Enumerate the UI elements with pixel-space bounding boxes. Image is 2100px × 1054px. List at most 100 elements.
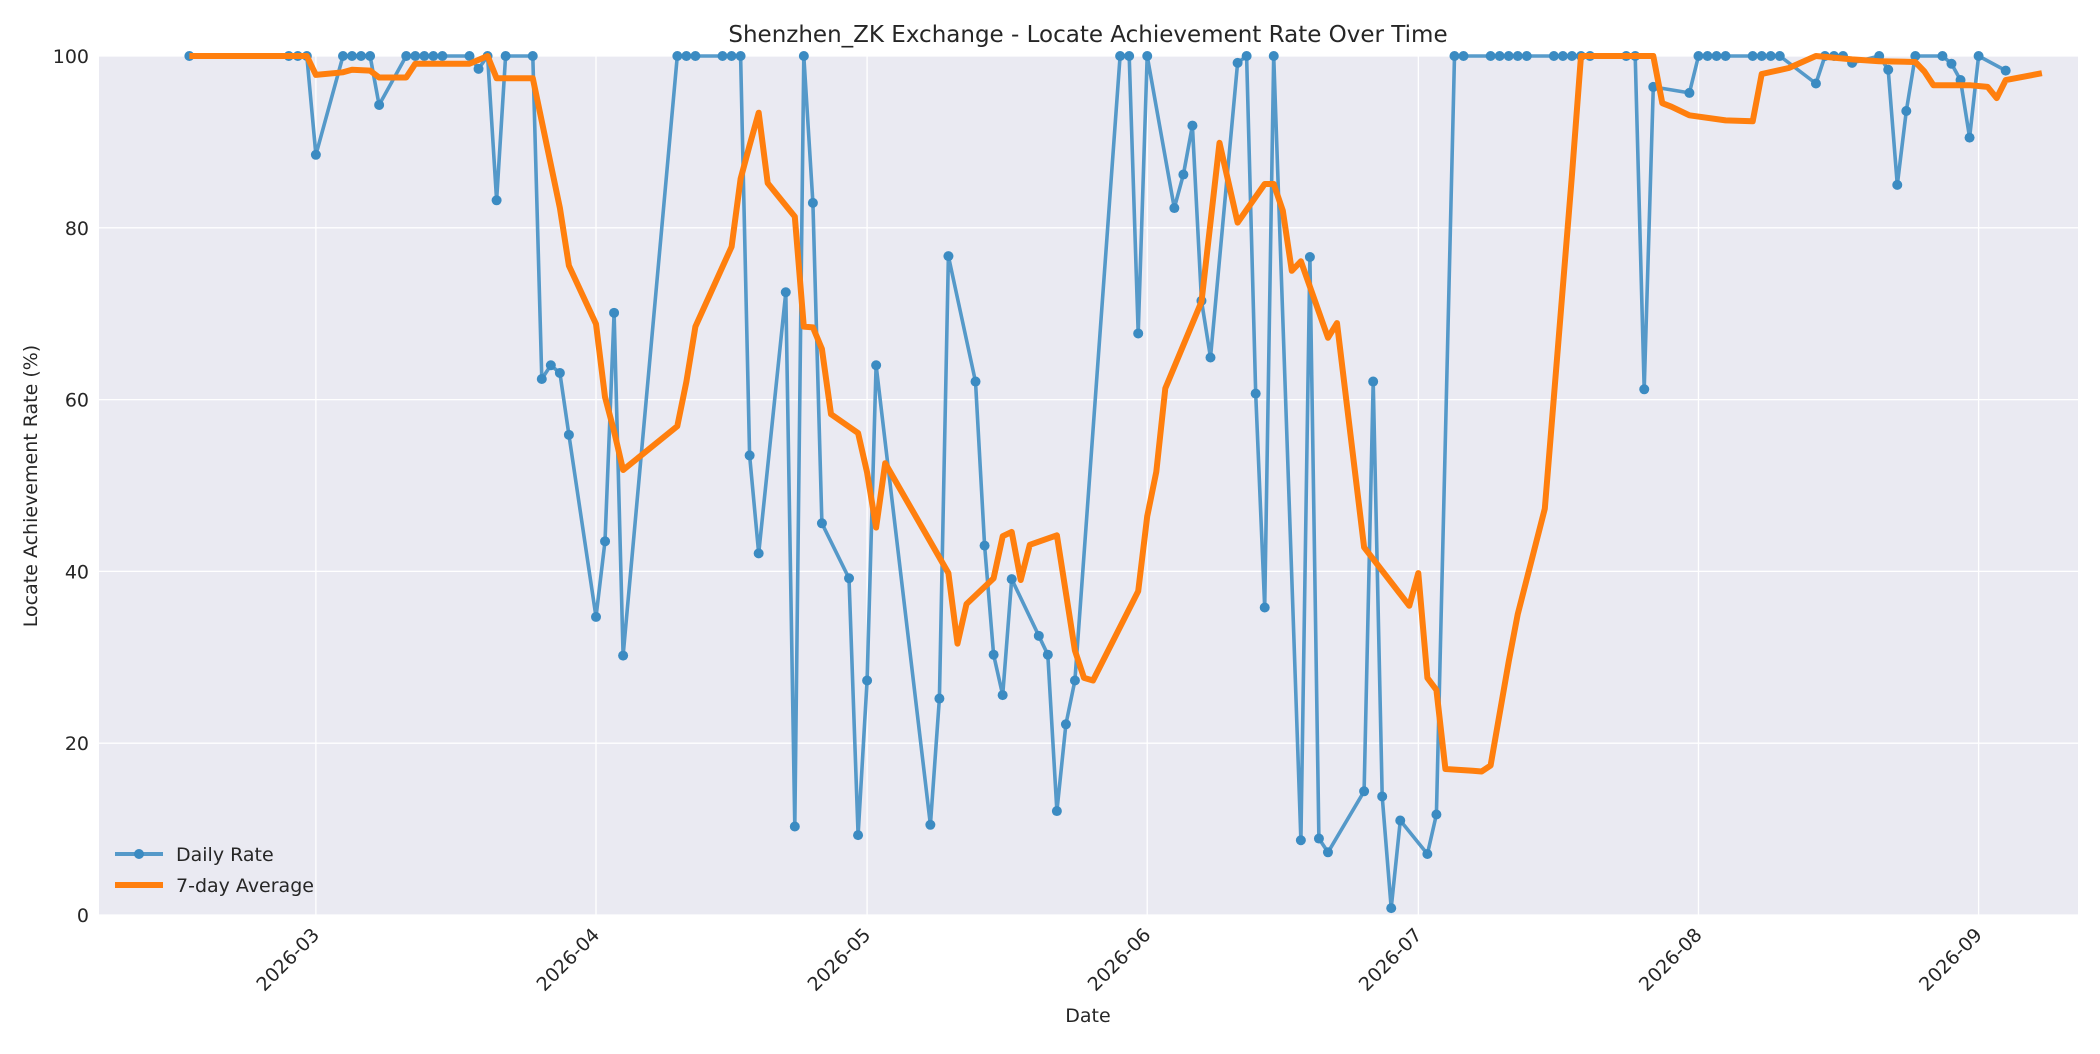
data-point-daily-rate	[356, 51, 367, 61]
data-point-daily-rate	[618, 650, 629, 661]
data-point-daily-rate	[2000, 65, 2011, 76]
data-point-daily-rate	[1295, 835, 1306, 846]
data-point-daily-rate	[1250, 388, 1261, 399]
legend-average-label: 7-day Average	[176, 875, 314, 897]
data-point-daily-rate	[1304, 252, 1315, 263]
data-point-daily-rate	[844, 573, 855, 584]
data-point-daily-rate	[1937, 51, 1948, 61]
data-point-daily-rate	[1133, 328, 1144, 339]
data-point-daily-rate	[1069, 675, 1080, 686]
y-tick-label: 80	[65, 218, 89, 240]
data-point-daily-rate	[1322, 847, 1333, 858]
data-point-daily-rate	[1684, 87, 1695, 98]
data-point-daily-rate	[536, 373, 547, 384]
data-point-daily-rate	[1810, 78, 1821, 89]
data-point-daily-rate	[780, 287, 791, 298]
data-point-daily-rate	[1422, 849, 1433, 860]
data-point-daily-rate	[934, 693, 945, 704]
data-point-daily-rate	[979, 540, 990, 551]
data-point-daily-rate	[1377, 791, 1388, 802]
data-point-daily-rate	[1639, 384, 1650, 395]
y-tick-label: 40	[65, 561, 89, 583]
data-point-daily-rate	[1359, 786, 1370, 797]
data-point-daily-rate	[672, 51, 683, 61]
data-point-daily-rate	[1765, 51, 1776, 61]
data-point-daily-rate	[690, 51, 701, 61]
legend-daily-marker	[134, 849, 144, 859]
data-point-daily-rate	[491, 195, 502, 206]
data-point-daily-rate	[1268, 51, 1279, 61]
data-point-daily-rate	[1557, 51, 1568, 61]
data-point-daily-rate	[726, 51, 737, 61]
data-point-daily-rate	[527, 51, 538, 61]
series-line-7-day-average	[189, 53, 2043, 775]
data-point-daily-rate	[1946, 58, 1957, 69]
data-point-daily-rate	[970, 376, 981, 387]
data-point-daily-rate	[545, 360, 556, 371]
data-point-daily-rate	[744, 450, 755, 461]
data-point-daily-rate	[1548, 51, 1559, 61]
y-tick-label: 100	[53, 46, 89, 68]
data-point-daily-rate	[1566, 51, 1577, 61]
data-point-daily-rate	[1051, 806, 1062, 817]
data-point-daily-rate	[1494, 51, 1505, 61]
data-point-daily-rate	[1178, 169, 1189, 180]
data-point-daily-rate	[1187, 120, 1198, 131]
data-point-daily-rate	[1368, 376, 1379, 387]
data-point-daily-rate	[1395, 815, 1406, 826]
data-point-daily-rate	[1973, 51, 1984, 61]
chart-title: Shenzhen_ZK Exchange - Locate Achievemen…	[728, 22, 1447, 48]
data-point-daily-rate	[1747, 51, 1758, 61]
y-tick-label: 20	[65, 733, 89, 755]
data-point-daily-rate	[1892, 179, 1903, 190]
data-point-daily-rate	[347, 51, 358, 61]
data-point-daily-rate	[1883, 64, 1894, 75]
data-point-daily-rate	[600, 536, 611, 547]
data-point-daily-rate	[853, 830, 864, 841]
data-point-daily-rate	[554, 367, 565, 378]
data-point-daily-rate	[1512, 51, 1523, 61]
data-point-daily-rate	[871, 360, 882, 371]
data-point-daily-rate	[1458, 51, 1469, 61]
data-point-daily-rate	[798, 51, 809, 61]
data-point-daily-rate	[1124, 51, 1135, 61]
series-layer	[184, 51, 2043, 914]
data-point-daily-rate	[925, 819, 936, 830]
data-point-daily-rate	[1774, 51, 1785, 61]
data-point-daily-rate	[1313, 833, 1324, 844]
data-point-daily-rate	[681, 51, 692, 61]
data-point-daily-rate	[609, 307, 620, 318]
data-point-daily-rate	[1449, 51, 1460, 61]
data-point-daily-rate	[1521, 51, 1532, 61]
data-point-daily-rate	[428, 51, 439, 61]
data-point-daily-rate	[437, 51, 448, 61]
data-point-daily-rate	[1386, 903, 1397, 914]
data-point-daily-rate	[419, 51, 430, 61]
data-point-daily-rate	[1142, 51, 1153, 61]
x-axis-label: Date	[1065, 1005, 1110, 1027]
data-point-daily-rate	[591, 611, 602, 622]
data-point-daily-rate	[365, 51, 376, 61]
data-point-daily-rate	[1241, 51, 1252, 61]
data-point-daily-rate	[1485, 51, 1496, 61]
data-point-daily-rate	[1060, 719, 1071, 730]
legend: Daily Rate 7-day Average	[115, 844, 314, 897]
data-point-daily-rate	[1006, 574, 1017, 585]
data-point-daily-rate	[1503, 51, 1514, 61]
data-point-daily-rate	[1205, 352, 1216, 363]
data-point-daily-rate	[1042, 649, 1053, 660]
data-point-daily-rate	[1431, 809, 1442, 820]
data-point-daily-rate	[753, 548, 764, 559]
data-point-daily-rate	[410, 51, 421, 61]
data-point-daily-rate	[500, 51, 511, 61]
data-point-daily-rate	[1720, 51, 1731, 61]
data-point-daily-rate	[807, 197, 818, 208]
data-point-daily-rate	[789, 821, 800, 832]
data-point-daily-rate	[1033, 630, 1044, 641]
y-tick-label: 0	[77, 905, 89, 927]
data-point-daily-rate	[1901, 105, 1912, 116]
y-axis-label: Locate Achievement Rate (%)	[20, 345, 42, 627]
data-point-daily-rate	[1711, 51, 1722, 61]
data-point-daily-rate	[1115, 51, 1126, 61]
